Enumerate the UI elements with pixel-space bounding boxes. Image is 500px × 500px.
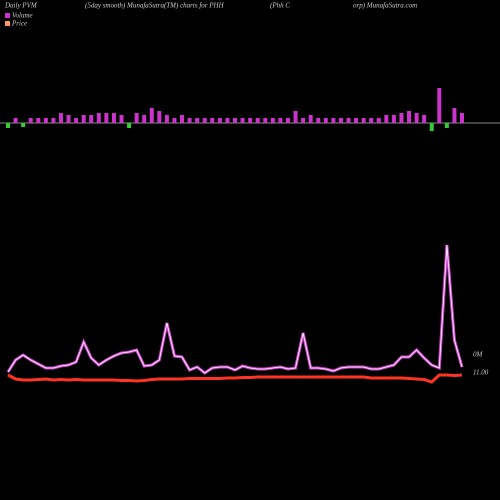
volume-bar — [384, 115, 389, 123]
volume-bar — [270, 118, 275, 123]
volume-bar — [233, 118, 237, 123]
volume-bar — [316, 118, 321, 123]
volume-bar — [149, 108, 154, 123]
volume-bar — [361, 118, 366, 123]
volume-bar — [422, 115, 427, 123]
volume-bar — [66, 115, 71, 123]
volume-bar — [217, 118, 222, 123]
volume-bar — [376, 118, 381, 123]
volume-bar — [43, 118, 48, 123]
series-line — [7, 373, 463, 384]
volume-bar — [354, 118, 359, 123]
volume-bar — [195, 118, 200, 123]
volume-bar — [248, 118, 253, 123]
volume-bar — [255, 118, 260, 123]
volume-bar — [127, 123, 132, 128]
volume-bar — [21, 123, 26, 127]
volume-bar — [36, 118, 41, 123]
volume-bar — [460, 113, 464, 123]
volume-bar — [180, 115, 185, 123]
legend-label: Volume — [12, 12, 33, 20]
volume-bar — [157, 111, 162, 123]
volume-bar — [240, 118, 245, 123]
volume-bar — [81, 115, 86, 123]
volume-bar — [278, 118, 283, 123]
volume-bar — [134, 113, 139, 123]
legend-swatch — [5, 21, 10, 26]
volume-bar — [96, 113, 101, 123]
volume-bar — [187, 118, 192, 123]
volume-bar — [414, 113, 419, 123]
legend-label: Price — [11, 20, 27, 28]
volume-bar — [444, 123, 449, 128]
title-right: (Phh C — [270, 2, 290, 10]
volume-bar — [323, 118, 328, 123]
volume-bar — [225, 118, 230, 123]
volume-bar — [58, 113, 63, 123]
volume-bar — [111, 113, 116, 123]
volume-bar — [51, 118, 56, 123]
volume-bar — [308, 115, 313, 123]
volume-label: 0M — [473, 351, 484, 359]
title-right: orp) MunafaSutra.com — [353, 2, 417, 10]
volume-bar — [338, 118, 343, 123]
volume-bar — [407, 111, 412, 123]
volume-bar — [399, 113, 404, 123]
volume-bar — [263, 118, 268, 123]
price-label: 11.00 — [473, 369, 489, 377]
series-line-core — [7, 244, 463, 374]
volume-bar — [391, 115, 396, 123]
volume-bar — [119, 115, 124, 123]
volume-bar — [202, 118, 207, 123]
volume-bar — [331, 118, 336, 123]
volume-bar — [104, 113, 109, 123]
volume-bar — [13, 118, 18, 123]
volume-bar — [210, 118, 215, 123]
volume-bar — [285, 118, 290, 123]
volume-bar — [437, 88, 442, 123]
volume-bar — [164, 115, 169, 123]
volume-bar — [74, 118, 79, 123]
volume-bar — [28, 118, 33, 123]
volume-bar — [301, 118, 306, 123]
volume-bar — [172, 118, 177, 123]
volume-bar — [293, 111, 298, 123]
volume-bar — [142, 115, 147, 123]
legend-swatch — [5, 13, 10, 18]
volume-bar — [346, 118, 351, 123]
volume-bar — [89, 115, 94, 123]
title-left: Daily PVM — [4, 2, 38, 10]
volume-bar — [6, 123, 10, 128]
volume-bar — [369, 118, 374, 123]
chart-title: (5day smooth) MunafaSutra(TM) charts for… — [85, 2, 225, 10]
volume-bar — [429, 123, 434, 131]
volume-bar — [452, 108, 457, 123]
